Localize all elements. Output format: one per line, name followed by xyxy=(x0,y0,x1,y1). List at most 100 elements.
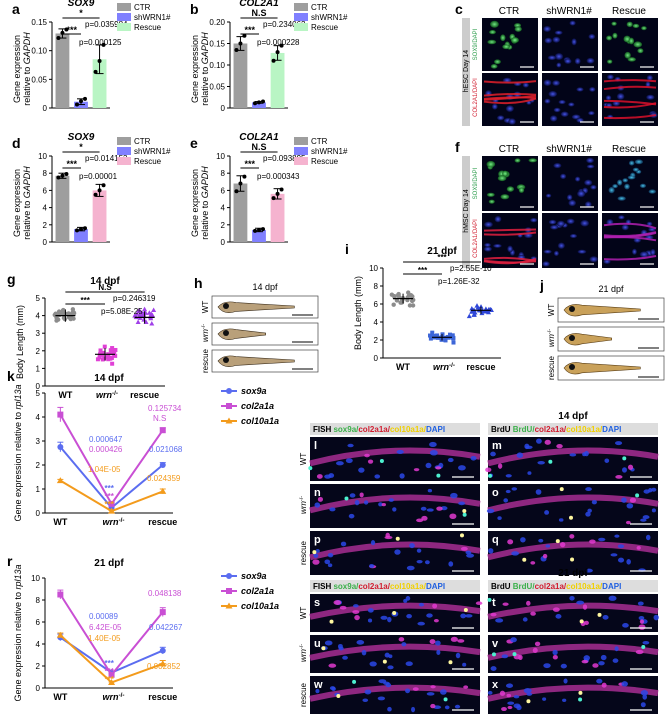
cell xyxy=(563,678,568,684)
cell xyxy=(364,689,372,695)
bright-cell xyxy=(488,473,493,478)
sig-mark: *** xyxy=(105,667,115,676)
data-point xyxy=(55,317,61,322)
y-axis-label: Body Length (mm) xyxy=(15,305,25,379)
stain-fiber xyxy=(483,80,537,84)
cell xyxy=(497,463,503,469)
nucleus xyxy=(568,199,577,207)
nucleus xyxy=(624,183,630,190)
p-value: p=1.26E-32 xyxy=(438,277,480,286)
p-value: p=0.014153 xyxy=(85,154,128,163)
cell xyxy=(448,561,454,567)
y-tick-label: 3 xyxy=(36,329,41,338)
nucleus xyxy=(639,183,647,189)
cell xyxy=(444,705,450,710)
chart-title: COL2A1 xyxy=(239,0,279,9)
annotation: 0.125734 xyxy=(148,404,182,413)
data-point xyxy=(110,361,115,366)
cell xyxy=(488,548,494,554)
series-marker xyxy=(108,671,115,678)
sig-mark: *** xyxy=(105,500,115,509)
legend-label: CTR xyxy=(311,3,328,12)
cell xyxy=(364,453,370,458)
series-marker xyxy=(159,660,167,667)
cell xyxy=(369,563,375,568)
cell xyxy=(490,666,497,671)
cell xyxy=(424,560,430,565)
data-point xyxy=(234,47,239,52)
cell xyxy=(353,604,359,608)
legend-swatch xyxy=(117,137,131,145)
cell xyxy=(412,687,419,691)
cell xyxy=(552,654,558,660)
larva xyxy=(217,355,295,367)
wrn-superscript: -/- xyxy=(299,496,305,501)
cell xyxy=(497,516,502,520)
data-point xyxy=(69,312,74,318)
cell xyxy=(642,641,650,645)
cell xyxy=(347,443,354,448)
data-point xyxy=(442,335,447,340)
cell xyxy=(622,623,629,628)
cell xyxy=(416,559,423,564)
legend-label: Rescue xyxy=(134,157,162,166)
sig-mark: *** xyxy=(105,484,115,493)
larva xyxy=(217,301,295,313)
nucleus xyxy=(544,98,551,104)
header-part: col2a1a/ xyxy=(358,425,390,434)
data-point xyxy=(68,316,73,322)
chart-title: 14 dpf xyxy=(94,373,124,384)
cell xyxy=(432,603,438,609)
series-marker xyxy=(108,507,116,514)
panel-letter: l xyxy=(314,440,317,452)
bright-cell xyxy=(597,612,602,617)
cell xyxy=(388,498,394,502)
nucleus xyxy=(510,37,519,44)
cell xyxy=(465,614,473,618)
nucleus xyxy=(633,41,643,48)
sig-mark: *** xyxy=(105,659,115,668)
cell xyxy=(374,474,381,479)
nucleus xyxy=(486,192,495,197)
bright-cell xyxy=(512,652,517,657)
bright-cell xyxy=(463,608,468,613)
x-tick-label: rescue xyxy=(466,362,495,372)
cell xyxy=(458,501,466,506)
series-marker xyxy=(57,411,64,418)
cell xyxy=(501,707,507,712)
panel-letter: h xyxy=(194,275,203,291)
y-tick-label: 6 xyxy=(36,618,41,627)
row-label: rescue xyxy=(547,355,556,380)
nucleus xyxy=(530,217,538,223)
chart-title: SOX9 xyxy=(68,0,95,9)
annotation: 0.002852 xyxy=(147,662,181,671)
cell xyxy=(530,611,536,616)
y-axis-label: Gene expressionrelative to GAPDH xyxy=(12,166,32,240)
legend-label: shWRN1# xyxy=(134,13,171,22)
y-tick-label: 10 xyxy=(216,152,225,161)
y-tick-label: 0.05 xyxy=(209,83,225,92)
sig-mark: *** xyxy=(66,159,77,169)
cell xyxy=(614,646,619,652)
legend-label: CTR xyxy=(134,137,151,146)
header-text: FISH xyxy=(313,425,333,434)
header-text: BrdU xyxy=(491,425,513,434)
cell xyxy=(362,698,369,702)
cell xyxy=(340,541,347,547)
data-point xyxy=(56,175,61,180)
bright-cell xyxy=(578,697,583,702)
cell xyxy=(416,518,424,523)
y-tick-label: 0.15 xyxy=(31,18,47,27)
data-point xyxy=(139,310,145,316)
cell xyxy=(339,605,347,610)
annotation: 0.000426 xyxy=(89,445,123,454)
cell xyxy=(460,613,467,619)
data-point xyxy=(257,100,261,105)
sig-mark: *** xyxy=(105,492,115,501)
data-point xyxy=(75,228,79,233)
stain-fiber xyxy=(483,97,537,105)
legend-swatch xyxy=(117,23,131,31)
legend-label: CTR xyxy=(134,3,151,12)
row-label: rescue xyxy=(299,682,308,707)
panel-letter: c xyxy=(455,1,463,17)
